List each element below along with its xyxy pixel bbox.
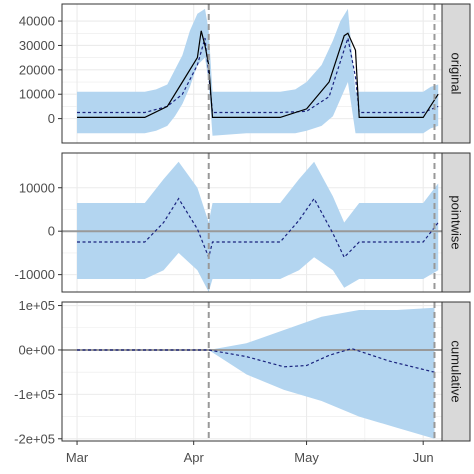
- x-tick-label: Jun: [413, 450, 434, 465]
- confidence-ribbon: [77, 307, 435, 439]
- panel-pointwise: -10000 0 10000 pointwise: [15, 152, 471, 293]
- plot-area: [62, 302, 442, 441]
- predicted-mean-line: [77, 347, 435, 373]
- predicted-mean-line: [77, 197, 439, 260]
- y-tick-label: -2e+05: [14, 431, 55, 446]
- confidence-ribbon: [77, 161, 439, 292]
- strip-label: original: [449, 53, 464, 95]
- y-tick-label: 1e+05: [18, 298, 55, 313]
- strip-original: [441, 3, 471, 144]
- x-tick-label: May: [294, 450, 319, 465]
- y-tick-label: 20000: [19, 62, 55, 77]
- y-tick-label: -10000: [15, 267, 55, 282]
- x-tick-label: Mar: [66, 450, 89, 465]
- y-tick-label: 10000: [19, 87, 55, 102]
- strip-pointwise: [441, 152, 471, 293]
- plot-area: [77, 4, 439, 143]
- observed-line: [77, 30, 439, 119]
- panel-original: 0 10000 20000 30000 40000 original: [19, 3, 471, 144]
- y-tick-label: 40000: [19, 14, 55, 29]
- strip-label: cumulative: [449, 340, 464, 402]
- strip-label: pointwise: [449, 195, 464, 249]
- y-tick-label: 0: [48, 111, 55, 126]
- predicted-mean-line: [77, 37, 439, 114]
- strip-cumulative: [441, 301, 471, 442]
- y-tick-label: 10000: [19, 180, 55, 195]
- panel-cumulative: 1e+05 0e+00 -1e+05 -2e+05 cumulative: [14, 298, 471, 446]
- y-tick-label: 0: [48, 224, 55, 239]
- x-tick-label: Apr: [184, 450, 205, 465]
- y-tick-label: 0e+00: [18, 342, 55, 357]
- plot-area: [62, 153, 442, 292]
- y-tick-label: 30000: [19, 38, 55, 53]
- y-tick-label: -1e+05: [14, 387, 55, 402]
